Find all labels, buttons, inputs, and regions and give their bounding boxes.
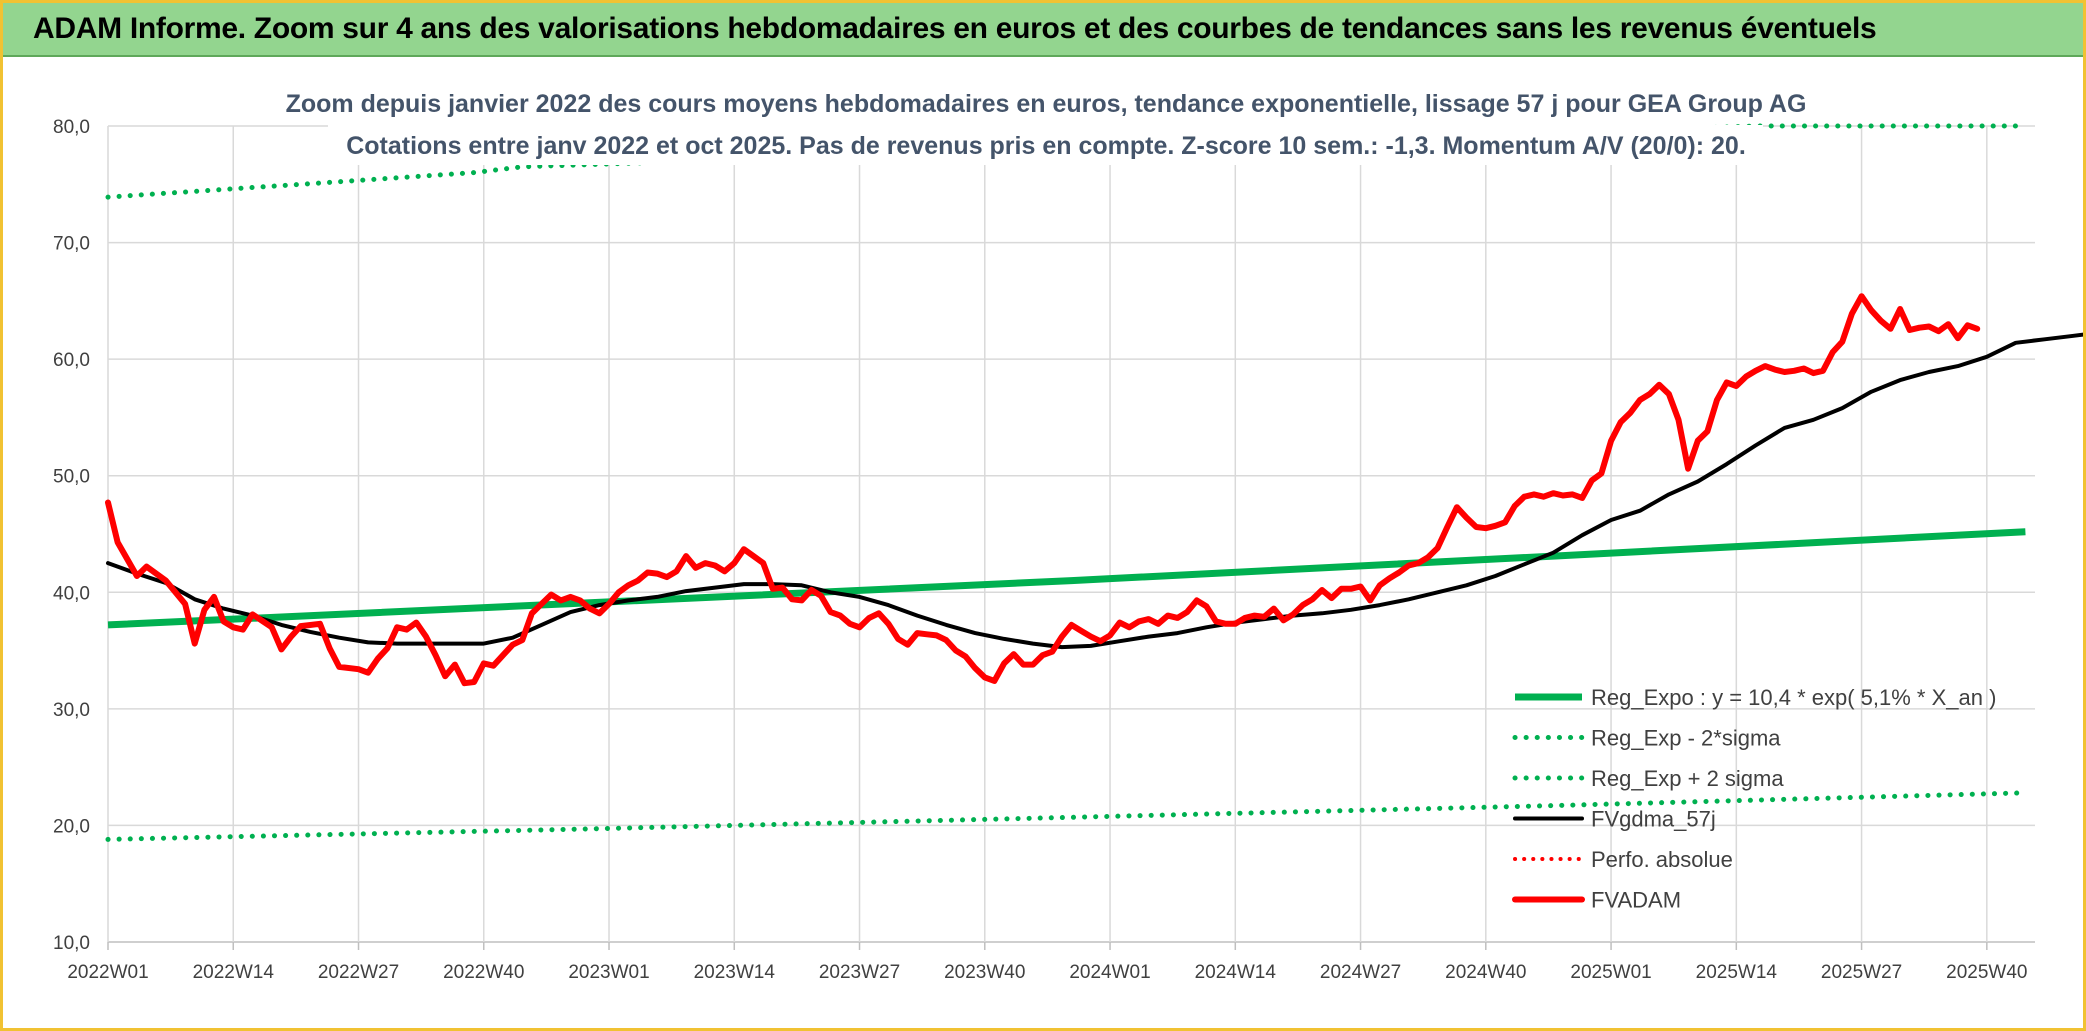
legend-label: Reg_Exp - 2*sigma [1591,726,1781,751]
chart-title: Zoom depuis janvier 2022 des cours moyen… [286,90,1807,118]
x-tick-label: 2025W40 [1946,962,2027,983]
legend-label: Perfo. absolue [1591,847,1733,872]
y-tick-label: 40,0 [53,583,90,604]
title-bg-2 [328,125,1763,165]
y-tick-label: 70,0 [53,234,90,255]
y-tick-label: 20,0 [53,816,90,837]
series-line-1 [105,790,2028,842]
legend-label: FVgdma_57j [1591,807,1716,832]
x-tick-label: 2024W14 [1195,962,1277,983]
x-tick-label: 2022W14 [193,962,275,983]
chart-subtitle: Cotations entre janv 2022 et oct 2025. P… [346,132,1746,160]
y-tick-label: 10,0 [53,933,90,954]
x-tick-label: 2022W01 [67,962,148,983]
y-tick-label: 60,0 [53,350,90,371]
x-tick-label: 2024W27 [1320,962,1401,983]
legend-label: Reg_Expo : y = 10,4 * exp( 5,1% * X_an ) [1591,685,1996,710]
header-banner: ADAM Informe. Zoom sur 4 ans des valoris… [3,3,2083,57]
y-axis: 10,0 20,0 30,0 40,0 50,0 60,0 70,0 80,0 [53,117,90,954]
x-tick-label: 2023W27 [819,962,900,983]
x-tick-label: 2023W01 [568,962,649,983]
y-tick-label: 50,0 [53,467,90,488]
header-title: ADAM Informe. Zoom sur 4 ans des valoris… [33,12,1877,45]
x-tick-label: 2024W01 [1069,962,1150,983]
grid-lines [107,125,2035,950]
series-line-0 [107,528,2026,629]
x-tick-label: 2025W01 [1570,962,1651,983]
x-axis: 2022W01 2022W14 2022W27 2022W40 2023W01 2023W… [67,962,2027,983]
legend: Reg_Expo : y = 10,4 * exp( 5,1% * X_an )… [1512,685,1996,913]
legend-label: Reg_Exp + 2 sigma [1591,766,1784,791]
series-layer [105,123,2083,842]
x-tick-label: 2022W27 [318,962,399,983]
x-tick-label: 2025W27 [1821,962,1902,983]
chart-area: 10,0 20,0 30,0 40,0 50,0 60,0 70,0 80,0 2022W01… [53,83,2083,983]
x-tick-label: 2025W14 [1696,962,1778,983]
series-line-4 [105,293,1981,687]
title-bg-1 [328,83,1763,123]
series-line-3 [106,332,2083,650]
x-tick-label: 2024W40 [1445,962,1526,983]
x-tick-label: 2022W40 [443,962,524,983]
y-tick-label: 80,0 [53,117,90,138]
y-tick-label: 30,0 [53,700,90,721]
legend-label: FVADAM [1591,888,1681,913]
x-tick-label: 2023W14 [694,962,776,983]
x-tick-label: 2023W40 [944,962,1025,983]
